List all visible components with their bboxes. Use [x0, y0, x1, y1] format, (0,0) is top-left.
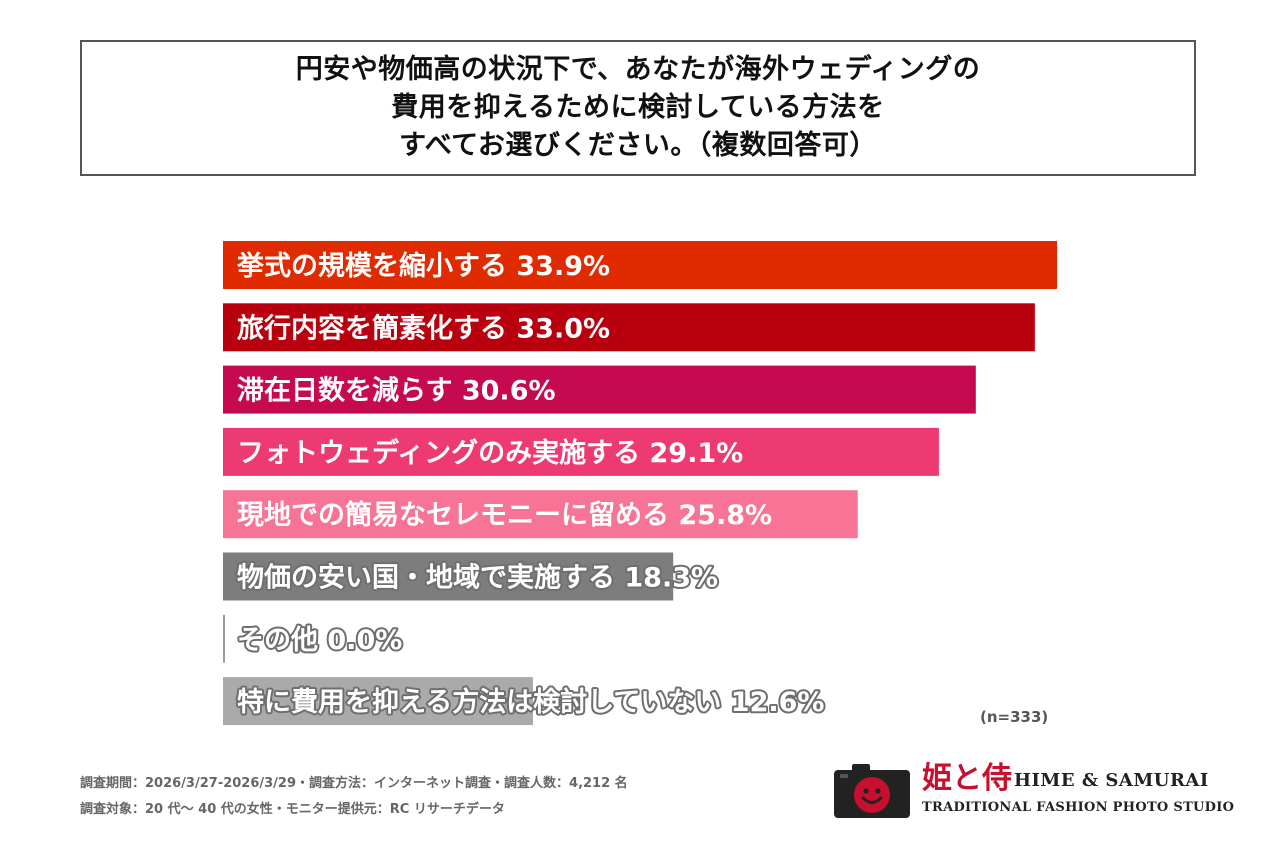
- survey-target-note: 調査対象：20 代〜 40 代の女性・モニター提供元：RC リサーチデータ: [80, 802, 505, 817]
- bar-2: [223, 303, 1035, 352]
- logo-kanji: 姫と侍: [922, 761, 1012, 796]
- sample-size-label: (n=333): [980, 708, 1049, 726]
- bar-7-zero-stub: [223, 614, 225, 663]
- chart-title-box: 円安や物価高の状況下で、あなたが海外ウェディングの 費用を抑えるために検討してい…: [80, 40, 1196, 176]
- bar-label-1: 挙式の規模を縮小する 33.9%: [236, 250, 610, 282]
- camera-smile-icon: [834, 764, 910, 818]
- bar-label-6: 物価の安い国・地域で実施する 18.3%: [237, 562, 718, 594]
- bar-label-7: その他 0.0%: [237, 625, 402, 656]
- bar-label-5: 現地での簡易なセレモニーに留める 25.8%: [237, 499, 772, 531]
- bar-4: [223, 427, 939, 476]
- bar-8: [223, 677, 533, 726]
- logo-name: HIME & SAMURAI: [1014, 770, 1209, 791]
- bar-label-2: 旅行内容を簡素化する 33.0%: [237, 312, 610, 344]
- brand-logo: 姫と侍 HIME & SAMURAI TRADITIONAL FASHION P…: [834, 761, 1234, 818]
- chart-title-line-3: すべてお選びください。（複数回答可）: [399, 130, 877, 161]
- logo-subtitle: TRADITIONAL FASHION PHOTO STUDIO: [922, 800, 1235, 815]
- bar-label-4: フォトウェディングのみ実施する 29.1%: [237, 437, 743, 469]
- chart-title-line-2: 費用を抑えるために検討している方法を: [391, 92, 885, 123]
- bar-6: [223, 552, 674, 601]
- survey-period-note: 調査期間：2026/3/27-2026/3/29・調査方法：インターネット調査・…: [80, 776, 628, 791]
- chart-title-line-1: 円安や物価高の状況下で、あなたが海外ウェディングの: [295, 54, 981, 85]
- bar-label-8: 特に費用を抑える方法は検討していない 12.6%: [237, 686, 824, 718]
- bar-5: [223, 490, 858, 539]
- bar-1: [223, 241, 1057, 289]
- bar-3: [223, 365, 976, 414]
- bar-label-3: 滞在日数を減らす 30.6%: [237, 376, 556, 407]
